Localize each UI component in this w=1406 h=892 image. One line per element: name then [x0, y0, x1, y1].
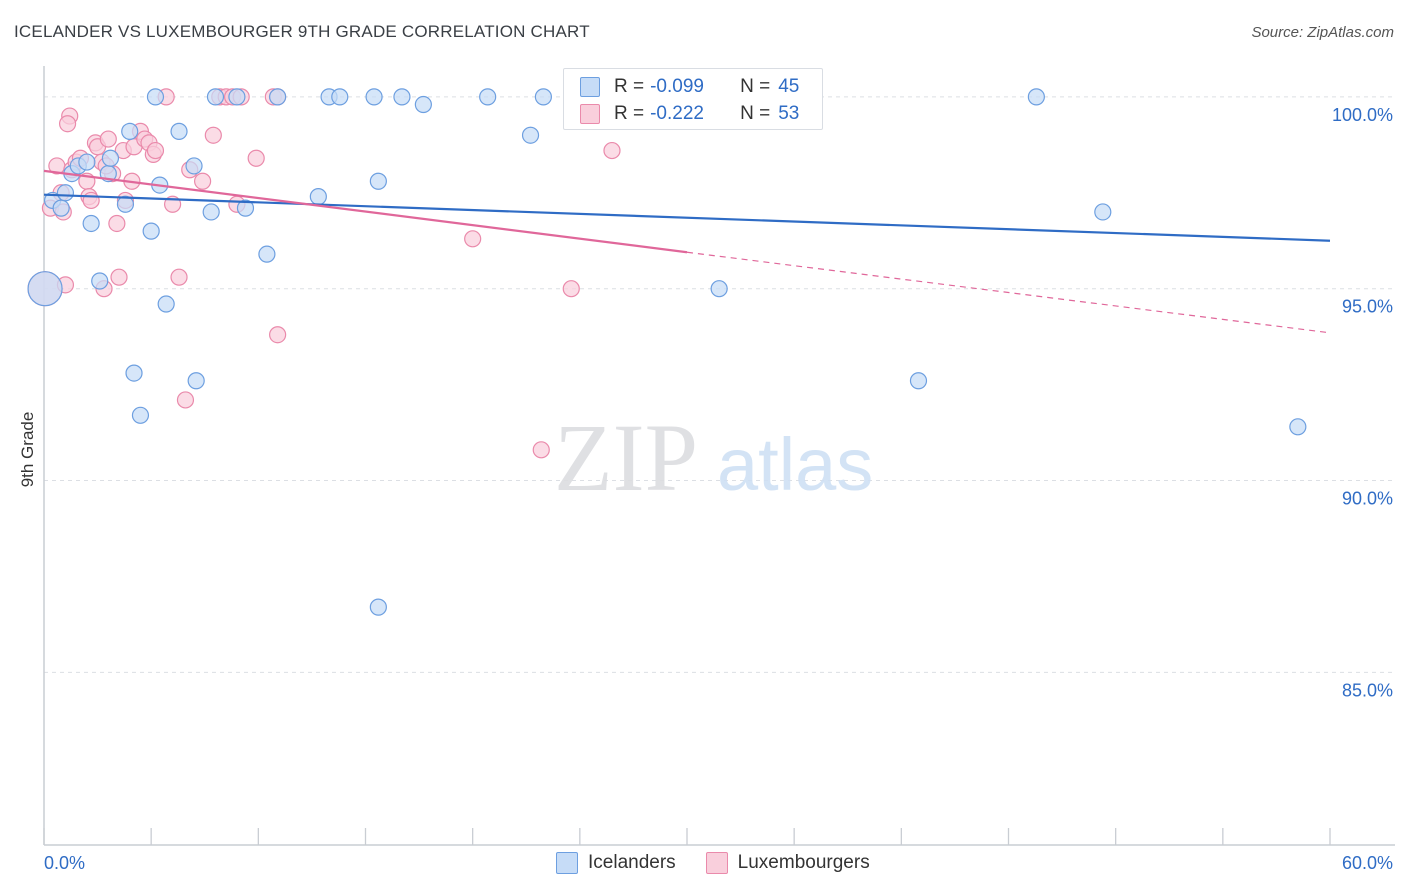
y-tick-label: 90.0%: [1342, 489, 1393, 509]
luxembourgers-trend-line: [43, 169, 688, 254]
watermark-atlas: atlas: [717, 423, 873, 506]
luxembourgers-point: [603, 141, 621, 160]
source-label: Source: ZipAtlas.com: [1251, 24, 1394, 41]
legend-swatch-luxembourgers: [705, 852, 728, 874]
icelanders-point: [309, 188, 327, 206]
luxembourgers-points: [27, 88, 621, 459]
icelanders-point: [369, 172, 387, 190]
icelanders-point: [369, 598, 387, 616]
icelanders-point: [269, 88, 287, 106]
luxembourgers-point: [247, 149, 265, 167]
icelanders-point: [157, 295, 175, 313]
luxembourgers-trend-extension: [686, 251, 1331, 334]
watermark: ZIP atlas: [554, 404, 873, 511]
stats-row-icelanders: R = -0.099 N = 45: [580, 75, 799, 99]
icelanders-point: [479, 88, 497, 106]
luxembourgers-point: [146, 141, 165, 160]
icelanders-point: [125, 364, 143, 382]
y-axis-title: 9th Grade: [18, 412, 37, 488]
luxembourgers-point: [464, 230, 482, 248]
legend-label-icelanders: Icelanders: [588, 852, 676, 873]
luxembourgers-point: [108, 214, 126, 233]
watermark-zip: ZIP: [554, 404, 698, 511]
icelanders-point: [27, 271, 63, 307]
legend-swatch-icelanders: [556, 852, 578, 874]
icelanders-r-value: -0.099: [650, 76, 704, 97]
n-label: N =: [740, 76, 771, 97]
icelanders-point: [909, 372, 928, 390]
icelanders-point: [187, 372, 205, 390]
stats-row-luxembourgers: R = -0.222 N = 53: [580, 102, 799, 126]
icelanders-point: [142, 222, 160, 240]
chart-title: ICELANDER VS LUXEMBOURGER 9TH GRADE CORR…: [14, 22, 590, 41]
legend: Icelanders Luxembourgers: [556, 852, 900, 874]
icelanders-point: [131, 406, 150, 424]
icelanders-point: [1094, 203, 1112, 221]
luxembourgers-point: [532, 441, 550, 459]
luxembourgers-point: [562, 280, 580, 298]
luxembourgers-point: [269, 326, 287, 344]
luxembourgers-point: [82, 191, 100, 210]
x-tick-label-min: 0.0%: [44, 853, 85, 873]
icelanders-point: [365, 88, 383, 106]
icelanders-point: [1027, 88, 1045, 106]
y-tick-label: 95.0%: [1342, 297, 1393, 317]
icelanders-point: [121, 122, 139, 140]
icelanders-point: [170, 122, 188, 140]
stats-box: R = -0.099 N = 45 R = -0.222 N = 53: [563, 68, 823, 130]
icelanders-point: [206, 88, 225, 106]
trend-lines: [43, 169, 1331, 334]
axis-labels: 100.0% 95.0% 90.0% 85.0% 0.0% 60.0% 9th Grade: [18, 105, 1393, 873]
icelanders-n-value: 45: [778, 76, 800, 97]
icelanders-trend-line: [43, 193, 1331, 242]
r-label: R =: [614, 103, 645, 124]
legend-label-luxembourgers: Luxembourgers: [737, 852, 870, 873]
luxembourgers-point: [58, 115, 77, 133]
luxembourgers-swatch: [580, 104, 600, 124]
icelanders-point: [331, 88, 349, 106]
icelanders-point: [78, 153, 96, 171]
gridlines: [44, 96, 1395, 673]
icelanders-point: [146, 88, 165, 106]
icelanders-point: [414, 95, 432, 114]
icelanders-point: [202, 203, 220, 221]
luxembourgers-n-value: 53: [778, 103, 800, 124]
luxembourgers-point: [204, 126, 222, 144]
icelanders-point: [1289, 418, 1307, 436]
y-tick-label: 85.0%: [1342, 680, 1393, 700]
luxembourgers-r-value: -0.222: [650, 103, 704, 124]
icelanders-point: [393, 88, 411, 106]
icelanders-point: [534, 88, 552, 106]
luxembourgers-point: [194, 172, 212, 190]
axes: [43, 66, 1395, 846]
luxembourgers-point: [110, 268, 128, 286]
legend-item-icelanders[interactable]: Icelanders: [556, 852, 676, 874]
icelanders-point: [82, 214, 100, 233]
icelanders-point: [52, 199, 70, 217]
y-tick-label: 100.0%: [1332, 105, 1393, 125]
icelanders-points: [27, 88, 1307, 616]
r-label: R =: [614, 76, 645, 97]
icelanders-point: [185, 157, 203, 175]
luxembourgers-point: [170, 268, 188, 286]
icelanders-point: [101, 149, 120, 167]
luxembourgers-point: [176, 391, 195, 409]
icelanders-point: [258, 245, 276, 263]
x-tick-label-max: 60.0%: [1342, 853, 1393, 873]
icelanders-swatch: [580, 77, 600, 97]
legend-item-luxembourgers[interactable]: Luxembourgers: [705, 852, 870, 874]
icelanders-point: [228, 88, 246, 106]
luxembourgers-point: [99, 130, 117, 148]
icelanders-point: [710, 280, 728, 298]
icelanders-point: [521, 126, 540, 144]
icelanders-point: [116, 195, 135, 213]
n-label: N =: [740, 103, 771, 124]
icelanders-point: [56, 184, 75, 202]
icelanders-point: [91, 272, 109, 290]
icelanders-point: [236, 199, 255, 217]
